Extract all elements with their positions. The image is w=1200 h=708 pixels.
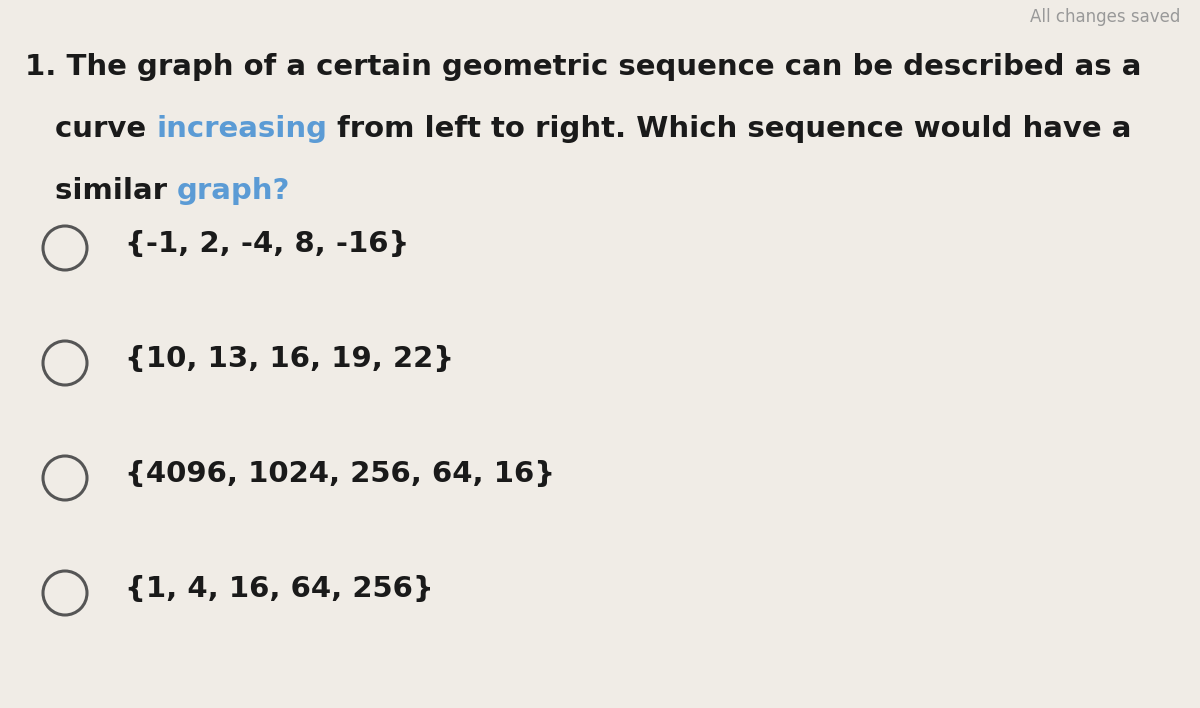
Text: graph?: graph? (178, 177, 290, 205)
Text: from left to right. Which sequence would have a: from left to right. Which sequence would… (328, 115, 1132, 143)
Text: 1. The graph of a certain geometric sequence can be described as a: 1. The graph of a certain geometric sequ… (25, 53, 1141, 81)
Text: {1, 4, 16, 64, 256}: {1, 4, 16, 64, 256} (125, 575, 433, 603)
Text: {10, 13, 16, 19, 22}: {10, 13, 16, 19, 22} (125, 345, 454, 373)
Text: increasing: increasing (156, 115, 328, 143)
Text: curve: curve (55, 115, 156, 143)
Text: All changes saved: All changes saved (1030, 8, 1180, 26)
Text: {4096, 1024, 256, 64, 16}: {4096, 1024, 256, 64, 16} (125, 460, 554, 488)
Text: similar: similar (55, 177, 178, 205)
Text: {-1, 2, -4, 8, -16}: {-1, 2, -4, 8, -16} (125, 230, 409, 258)
